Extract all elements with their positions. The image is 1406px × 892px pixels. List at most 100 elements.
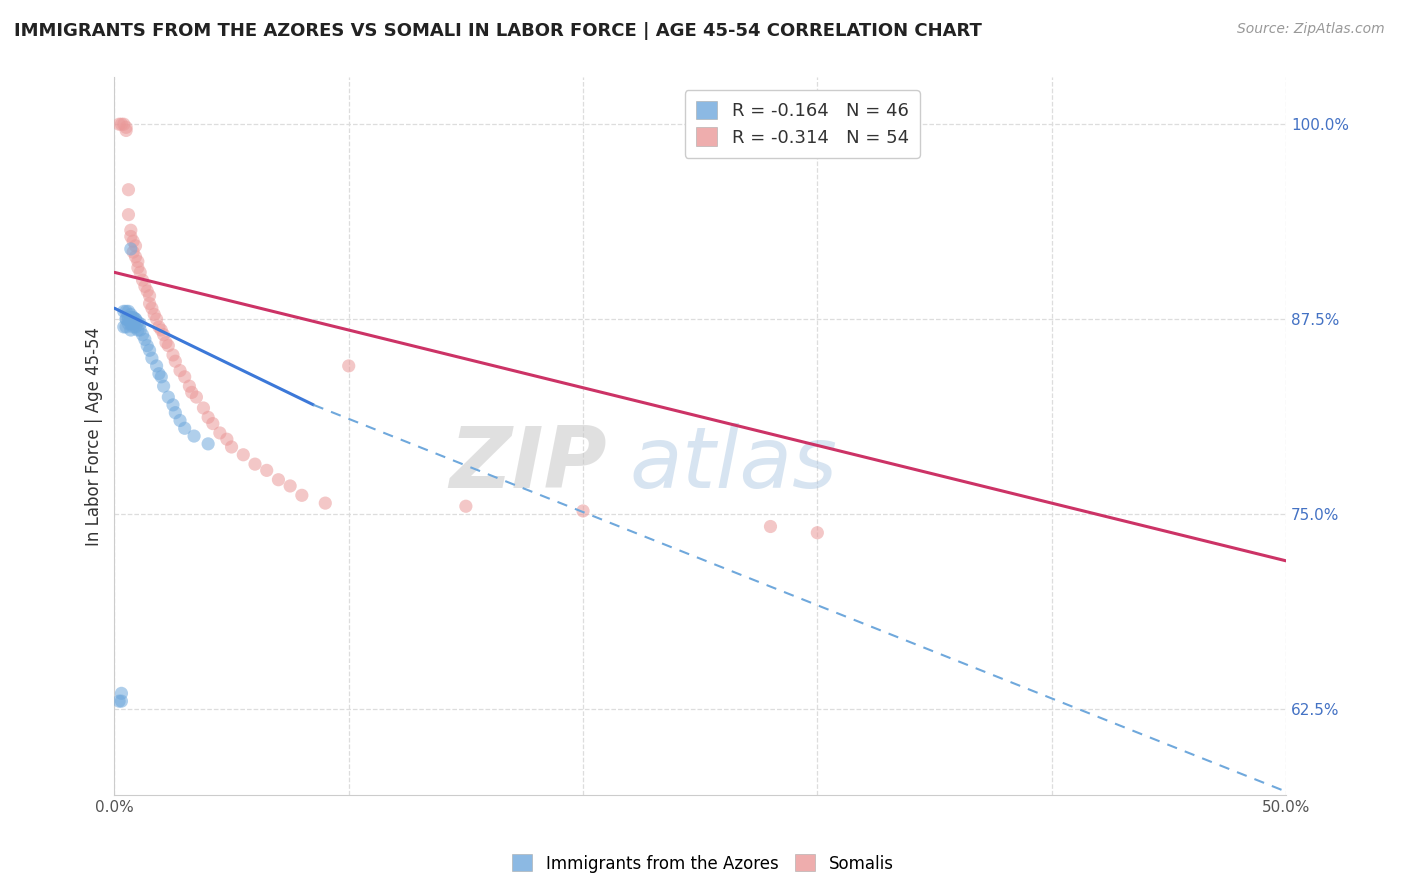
Point: [120, 308, 142, 322]
Point: [145, 312, 167, 326]
Point: [115, 304, 138, 318]
Point: [148, 367, 170, 381]
Legend: R = -0.164   N = 46, R = -0.314   N = 54: R = -0.164 N = 46, R = -0.314 N = 54: [685, 90, 920, 158]
Point: [129, 323, 152, 337]
Point: [112, 320, 135, 334]
Point: [148, 320, 170, 334]
Point: [117, 208, 139, 222]
Point: [138, 289, 160, 303]
Point: [110, 694, 132, 708]
Point: [193, 401, 215, 415]
Point: [138, 343, 160, 358]
Point: [197, 410, 219, 425]
Point: [115, 312, 138, 326]
Point: [155, 335, 177, 350]
Point: [120, 312, 142, 326]
Point: [134, 279, 156, 293]
Point: [157, 390, 180, 404]
Point: [124, 320, 146, 334]
Point: [152, 379, 174, 393]
Point: [314, 496, 336, 510]
Point: [117, 312, 139, 326]
Point: [454, 500, 477, 514]
Point: [197, 437, 219, 451]
Point: [136, 338, 159, 352]
Point: [122, 234, 145, 248]
Point: [112, 117, 135, 131]
Point: [173, 421, 195, 435]
Legend: Immigrants from the Azores, Somalis: Immigrants from the Azores, Somalis: [506, 847, 900, 880]
Point: [120, 242, 142, 256]
Point: [165, 406, 187, 420]
Point: [124, 312, 146, 326]
Text: ZIP: ZIP: [449, 424, 606, 507]
Point: [108, 694, 131, 708]
Point: [165, 354, 187, 368]
Point: [208, 425, 231, 440]
Point: [173, 369, 195, 384]
Point: [572, 504, 595, 518]
Point: [291, 488, 314, 502]
Point: [138, 296, 160, 310]
Point: [337, 359, 360, 373]
Point: [150, 369, 173, 384]
Point: [256, 463, 278, 477]
Point: [127, 323, 149, 337]
Point: [131, 273, 153, 287]
Point: [110, 117, 132, 131]
Point: [124, 312, 146, 326]
Point: [110, 686, 132, 700]
Text: IMMIGRANTS FROM THE AZORES VS SOMALI IN LABOR FORCE | AGE 45-54 CORRELATION CHAR: IMMIGRANTS FROM THE AZORES VS SOMALI IN …: [14, 22, 981, 40]
Point: [122, 245, 145, 260]
Point: [141, 351, 163, 365]
Point: [183, 429, 205, 443]
Point: [169, 413, 191, 427]
Point: [186, 390, 208, 404]
Point: [201, 417, 224, 431]
Point: [180, 385, 202, 400]
Point: [120, 229, 142, 244]
Point: [157, 338, 180, 352]
Point: [117, 304, 139, 318]
Point: [162, 398, 184, 412]
Point: [127, 254, 149, 268]
Point: [150, 323, 173, 337]
Point: [134, 332, 156, 346]
Point: [143, 308, 166, 322]
Point: [278, 479, 301, 493]
Point: [122, 310, 145, 325]
Point: [115, 120, 138, 135]
Point: [120, 323, 142, 337]
Point: [122, 320, 145, 334]
Point: [115, 320, 138, 334]
Point: [108, 117, 131, 131]
Y-axis label: In Labor Force | Age 45-54: In Labor Force | Age 45-54: [86, 326, 103, 546]
Point: [162, 348, 184, 362]
Point: [124, 239, 146, 253]
Point: [127, 260, 149, 275]
Point: [117, 183, 139, 197]
Point: [115, 123, 138, 137]
Point: [136, 284, 159, 298]
Point: [215, 432, 238, 446]
Point: [117, 317, 139, 331]
Point: [131, 327, 153, 342]
Point: [129, 265, 152, 279]
Point: [145, 359, 167, 373]
Point: [267, 473, 290, 487]
Point: [122, 317, 145, 331]
Point: [221, 440, 243, 454]
Point: [122, 310, 145, 325]
Point: [120, 310, 142, 325]
Point: [115, 312, 138, 326]
Point: [152, 327, 174, 342]
Point: [117, 310, 139, 325]
Text: Source: ZipAtlas.com: Source: ZipAtlas.com: [1237, 22, 1385, 37]
Point: [243, 457, 266, 471]
Point: [806, 525, 828, 540]
Point: [759, 519, 782, 533]
Point: [120, 317, 142, 331]
Point: [179, 379, 201, 393]
Text: atlas: atlas: [630, 424, 838, 507]
Point: [141, 301, 163, 316]
